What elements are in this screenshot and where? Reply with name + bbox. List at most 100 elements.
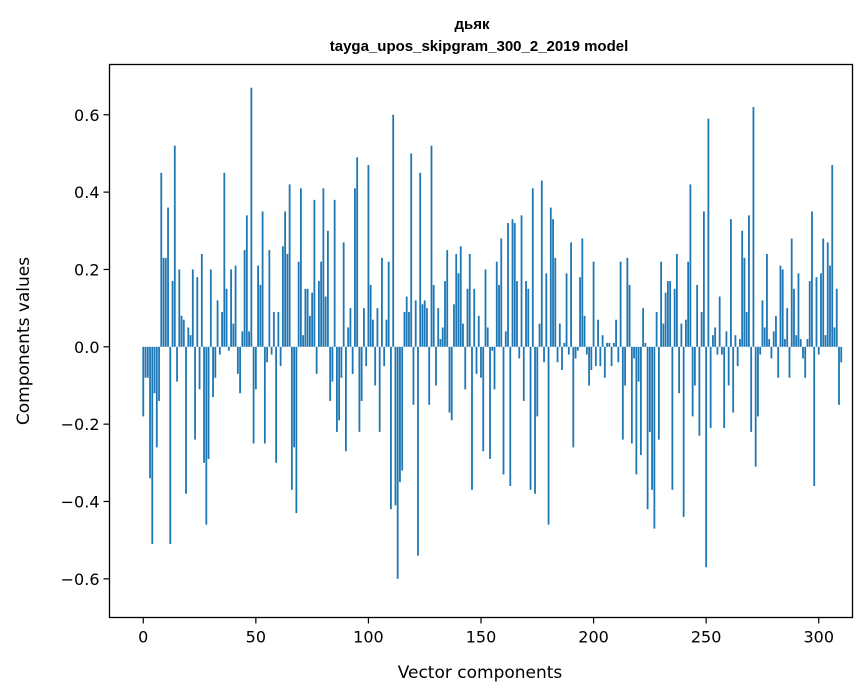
bar: [239, 346, 241, 394]
bar: [592, 261, 595, 347]
bar: [378, 346, 381, 432]
y-axis-label: Components values: [14, 257, 34, 425]
bar: [673, 288, 676, 347]
bar: [804, 346, 807, 378]
bar: [367, 165, 370, 347]
bar: [653, 346, 656, 529]
bar: [709, 346, 712, 429]
bar: [700, 312, 703, 347]
bar: [324, 296, 327, 347]
y-tick-label: 0.2: [74, 260, 99, 279]
bar: [811, 211, 813, 347]
bar: [482, 346, 485, 452]
bar: [225, 288, 228, 347]
bar: [768, 339, 771, 347]
bar: [212, 346, 214, 398]
bar: [793, 288, 795, 347]
bar: [820, 273, 822, 347]
bar: [471, 346, 473, 490]
bar: [754, 346, 757, 467]
y-tick-label: 0.0: [74, 338, 99, 357]
bar: [408, 312, 410, 347]
bar: [770, 346, 773, 359]
bar: [669, 281, 672, 347]
bar: [313, 199, 316, 347]
bar: [511, 219, 514, 347]
bar: [572, 346, 575, 448]
x-axis-ticks: 0 50 100 150 200 250 300: [138, 617, 834, 647]
y-tick-label: 0.6: [74, 106, 99, 125]
bar: [817, 346, 820, 355]
bar: [358, 346, 361, 432]
bar: [739, 339, 741, 347]
bar: [795, 335, 798, 347]
bar: [545, 273, 548, 347]
bar: [599, 346, 602, 367]
bar: [826, 242, 829, 347]
plot-area-frame: [108, 63, 854, 619]
bar: [552, 219, 554, 347]
bar: [196, 277, 199, 347]
bar: [221, 312, 223, 347]
bar: [840, 346, 843, 363]
bar: [187, 327, 190, 347]
bar: [160, 172, 163, 347]
bar: [304, 288, 307, 347]
bar: [207, 346, 210, 459]
bar: [477, 315, 480, 347]
bar: [399, 346, 401, 483]
bar: [437, 308, 440, 347]
bar: [493, 346, 496, 390]
bar: [626, 257, 629, 347]
bar: [684, 319, 687, 347]
bar: [322, 188, 325, 347]
bar: [831, 165, 834, 347]
bar: [317, 281, 320, 347]
bar: [450, 346, 453, 421]
bar: [234, 265, 237, 347]
bar: [203, 346, 205, 463]
bar: [392, 114, 395, 347]
bar: [363, 308, 365, 347]
bar: [230, 269, 232, 347]
bar: [173, 145, 176, 347]
bar: [149, 346, 151, 479]
bar: [680, 323, 683, 347]
bar: [169, 346, 172, 545]
bar: [529, 346, 532, 490]
bar: [516, 281, 518, 347]
bar: [610, 346, 613, 367]
bar: [718, 296, 721, 347]
bar: [583, 315, 586, 347]
bar: [383, 346, 386, 367]
bar: [435, 346, 437, 386]
bar: [705, 346, 708, 568]
bar: [349, 308, 352, 347]
bar: [432, 284, 435, 347]
bar: [428, 346, 431, 405]
bar: [466, 288, 469, 347]
bar: [468, 253, 471, 347]
bar: [633, 346, 635, 359]
bar: [290, 346, 293, 490]
bar: [272, 312, 275, 347]
x-tick-label: 250: [691, 628, 722, 647]
bar: [311, 292, 314, 347]
bar: [351, 346, 354, 374]
bar: [689, 184, 692, 347]
bar: [675, 253, 678, 347]
bar: [601, 335, 604, 347]
bar: [369, 284, 372, 347]
bar: [802, 346, 804, 359]
y-tick-label: −0.2: [61, 415, 100, 434]
bar: [279, 346, 282, 367]
bar: [338, 346, 341, 421]
bar: [759, 346, 762, 355]
bar: [340, 346, 343, 378]
bar: [327, 230, 329, 347]
x-tick-label: 0: [138, 628, 148, 647]
bar: [655, 312, 658, 347]
bar: [178, 269, 181, 347]
bar: [180, 315, 183, 347]
